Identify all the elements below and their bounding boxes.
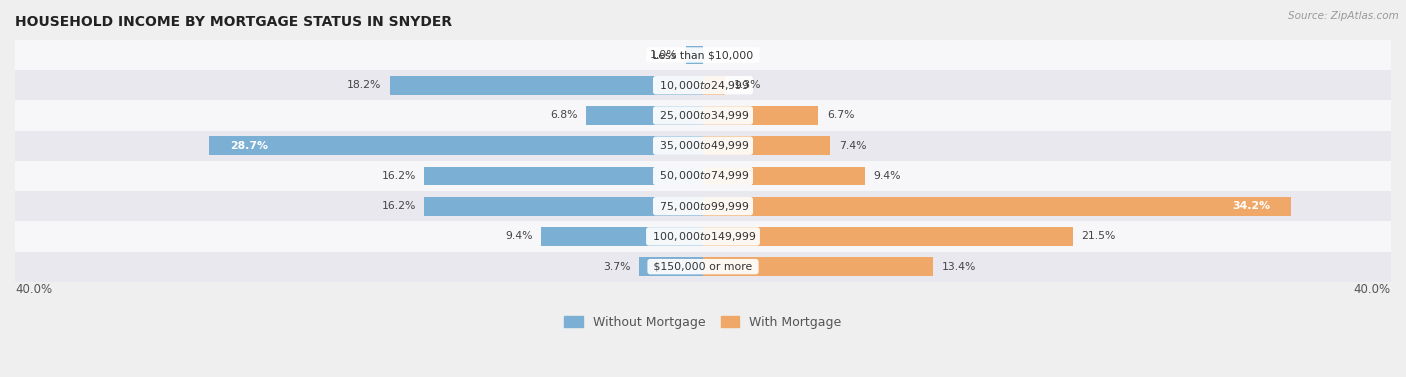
Bar: [15, 100, 1391, 130]
Bar: [389, 76, 703, 95]
Bar: [425, 197, 703, 216]
Text: $150,000 or more: $150,000 or more: [650, 262, 756, 272]
Bar: [15, 40, 1391, 70]
Text: 18.2%: 18.2%: [347, 80, 381, 90]
Bar: [425, 167, 703, 185]
Text: 6.7%: 6.7%: [827, 110, 855, 121]
Text: HOUSEHOLD INCOME BY MORTGAGE STATUS IN SNYDER: HOUSEHOLD INCOME BY MORTGAGE STATUS IN S…: [15, 15, 453, 29]
Bar: [15, 191, 1391, 221]
Text: 3.7%: 3.7%: [603, 262, 631, 272]
Bar: [15, 221, 1391, 251]
Text: 21.5%: 21.5%: [1081, 231, 1116, 241]
Text: $25,000 to $34,999: $25,000 to $34,999: [655, 109, 751, 122]
Text: $35,000 to $49,999: $35,000 to $49,999: [655, 139, 751, 152]
Text: 16.2%: 16.2%: [381, 171, 416, 181]
Bar: [703, 257, 934, 276]
Legend: Without Mortgage, With Mortgage: Without Mortgage, With Mortgage: [564, 316, 842, 329]
Text: 13.4%: 13.4%: [942, 262, 976, 272]
Text: 9.4%: 9.4%: [505, 231, 533, 241]
Bar: [703, 197, 1291, 216]
Text: Less than $10,000: Less than $10,000: [650, 50, 756, 60]
Text: 16.2%: 16.2%: [381, 201, 416, 211]
Text: Source: ZipAtlas.com: Source: ZipAtlas.com: [1288, 11, 1399, 21]
Text: $50,000 to $74,999: $50,000 to $74,999: [655, 169, 751, 182]
Bar: [703, 167, 865, 185]
Text: 9.4%: 9.4%: [873, 171, 901, 181]
Bar: [703, 136, 831, 155]
Text: 40.0%: 40.0%: [1354, 283, 1391, 296]
Text: 1.0%: 1.0%: [650, 50, 678, 60]
Bar: [541, 227, 703, 246]
Bar: [703, 227, 1073, 246]
Text: 34.2%: 34.2%: [1233, 201, 1271, 211]
Text: $100,000 to $149,999: $100,000 to $149,999: [648, 230, 758, 243]
Bar: [703, 76, 725, 95]
Bar: [15, 70, 1391, 100]
Bar: [15, 130, 1391, 161]
Bar: [209, 136, 703, 155]
Text: 7.4%: 7.4%: [839, 141, 866, 151]
Text: 28.7%: 28.7%: [231, 141, 269, 151]
Bar: [703, 106, 818, 125]
Text: $10,000 to $24,999: $10,000 to $24,999: [655, 79, 751, 92]
Text: 6.8%: 6.8%: [550, 110, 578, 121]
Bar: [15, 251, 1391, 282]
Bar: [586, 106, 703, 125]
Bar: [686, 46, 703, 64]
Bar: [15, 161, 1391, 191]
Text: $75,000 to $99,999: $75,000 to $99,999: [655, 200, 751, 213]
Text: 1.3%: 1.3%: [734, 80, 762, 90]
Bar: [640, 257, 703, 276]
Text: 40.0%: 40.0%: [15, 283, 52, 296]
